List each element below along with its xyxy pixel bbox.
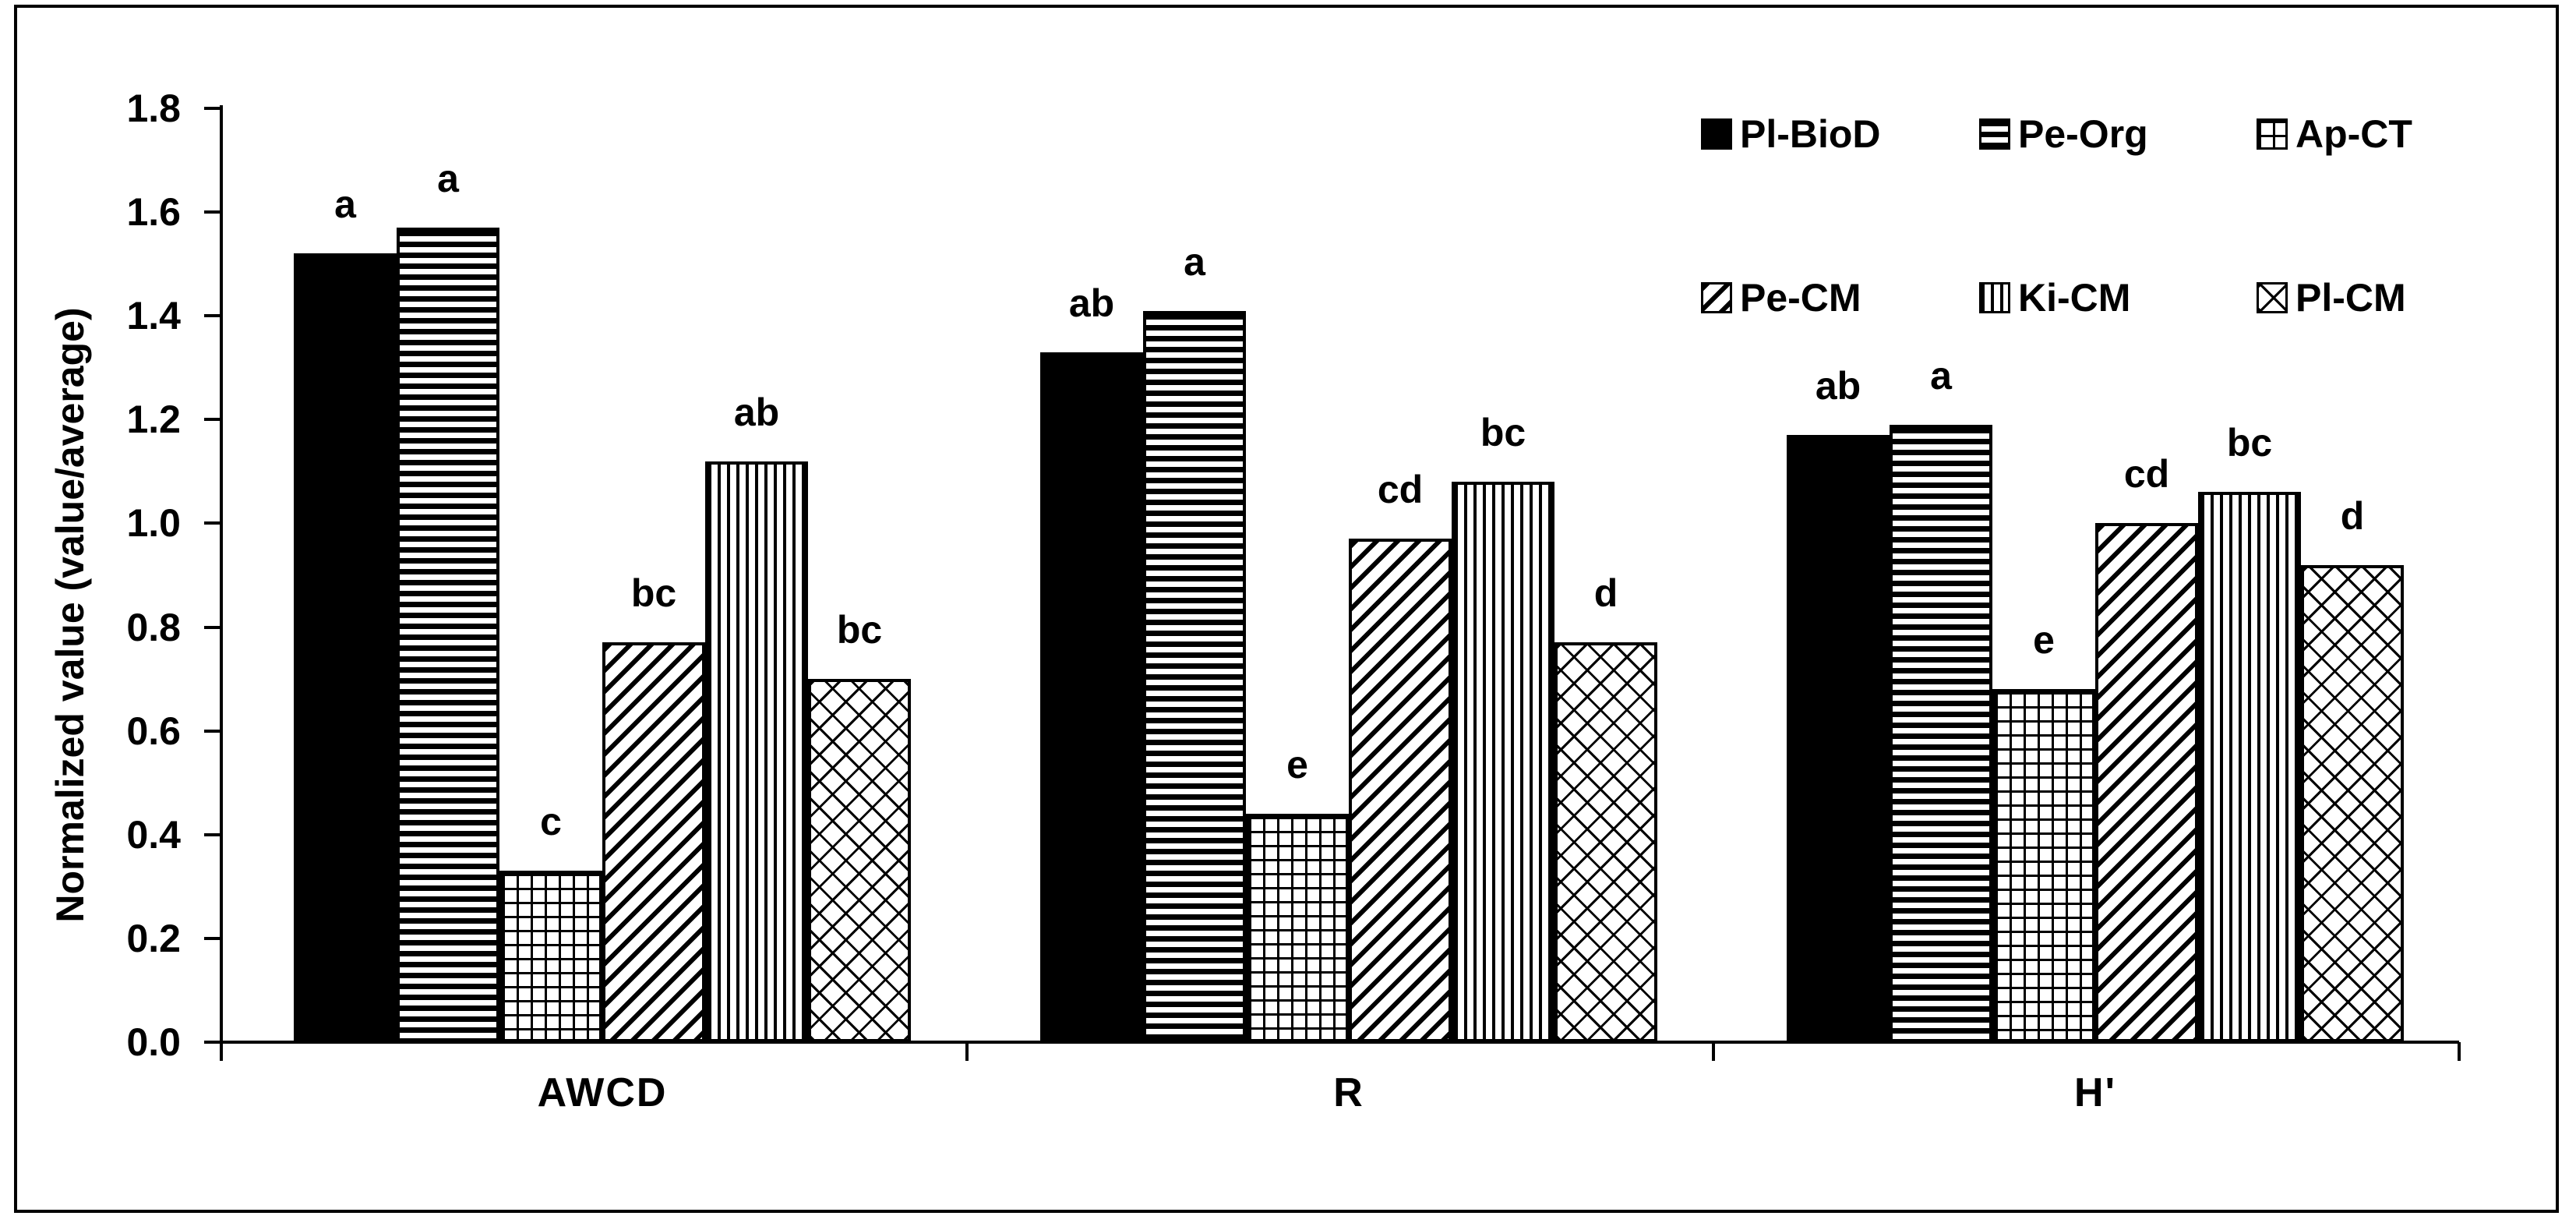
legend-swatch-grid [2257,118,2288,150]
x-axis-tick [1712,1042,1715,1061]
y-axis-tick [204,314,221,318]
bar-pl-biod-awcd [294,253,397,1042]
legend-swatch-crosshatch [2257,282,2288,313]
y-axis-tick [204,418,221,422]
bar-ap-ct-awcd [499,871,602,1042]
significance-letter: e [1286,743,1308,787]
significance-letter: bc [836,608,883,652]
x-axis-tick [965,1042,969,1061]
y-axis-tick [204,106,221,110]
significance-letter: d [1593,571,1618,616]
significance-letter: cd [2123,452,2170,497]
x-axis-line [220,1041,2459,1044]
y-axis-tick-label: 1.6 [126,190,181,235]
y-axis-tick [204,210,221,214]
significance-letter: d [2340,493,2365,538]
y-axis-tick [204,936,221,940]
bar-pl-cm-r [1554,642,1657,1042]
x-axis-tick [220,1042,223,1061]
bar-ap-ct-r [1246,814,1349,1042]
significance-letter: bc [2226,421,2273,465]
bar-pl-cm-awcd [808,679,911,1042]
legend-item-pl-biod: Pl-BioD [1701,112,1881,156]
y-axis-tick-label: 0.4 [126,812,181,857]
bar-pl-biod-r [1040,352,1143,1042]
x-axis-tick [2458,1042,2461,1061]
bar-pe-org-awcd [397,228,499,1042]
y-axis-tick [204,729,221,733]
significance-letter: e [2033,618,2055,663]
significance-letter: bc [630,571,677,616]
legend-swatch-solid-black [1701,118,1732,150]
legend-item-pe-cm: Pe-CM [1701,276,1861,320]
significance-letter: ab [733,390,780,434]
significance-letter: a [1184,239,1205,284]
significance-letter: cd [1377,468,1424,512]
y-axis-line [220,105,223,1060]
y-axis-tick [204,625,221,629]
significance-letter: bc [1480,411,1526,455]
legend-label: Pe-CM [1740,276,1861,320]
x-axis-category-label: R [1333,1070,1364,1115]
x-axis-category-label: AWCD [537,1070,668,1115]
significance-letter: a [437,157,459,200]
y-axis-tick-label: 1.2 [126,398,181,442]
legend-item-pe-org: Pe-Org [1979,112,2148,156]
legend-label: Ap-CT [2295,112,2412,156]
legend-label: Pe-Org [2018,112,2148,156]
chart-outer-border [14,5,2559,1213]
significance-letter: ab [1815,364,1861,408]
legend-label: Pl-CM [2295,276,2406,320]
legend-swatch-vertical-stripes [1979,282,2010,313]
bar-pl-biod-h [1787,435,1890,1042]
y-axis-tick-label: 0.8 [126,605,181,649]
bar-ap-ct-h [1992,689,2095,1042]
legend-item-ap-ct: Ap-CT [2257,112,2412,156]
legend-item-pl-cm: Pl-CM [2257,276,2406,320]
legend-label: Ki-CM [2018,276,2131,320]
bar-pe-cm-r [1349,539,1452,1042]
y-axis-tick-label: 1.0 [126,501,181,546]
legend-swatch-horizontal-stripes [1979,118,2010,150]
legend-label: Pl-BioD [1740,112,1881,156]
y-axis-tick-label: 1.4 [126,294,181,338]
significance-letter: a [334,182,356,227]
bar-ki-cm-r [1452,482,1554,1042]
y-axis-tick-label: 0.2 [126,916,181,960]
legend-swatch-diagonal-stripes [1701,282,1732,313]
bar-pl-cm-h [2301,564,2404,1042]
bar-ki-cm-h [2198,492,2301,1042]
bar-pe-cm-awcd [602,642,705,1042]
bar-pe-org-h [1890,424,1992,1042]
significance-letter: a [1930,353,1952,398]
significance-letter: ab [1068,281,1115,325]
y-axis-tick-label: 0.0 [126,1020,181,1064]
y-axis-tick-label: 0.6 [126,709,181,753]
bar-ki-cm-awcd [705,461,808,1042]
legend-item-ki-cm: Ki-CM [1979,276,2131,320]
y-axis-tick [204,832,221,836]
bar-pe-cm-h [2095,523,2198,1042]
significance-letter: c [540,800,562,844]
y-axis-tick-label: 1.8 [126,86,181,130]
x-axis-category-label: H' [2074,1070,2116,1115]
y-axis-tick [204,1041,221,1044]
y-axis-tick [204,521,221,525]
bar-pe-org-r [1143,310,1246,1042]
